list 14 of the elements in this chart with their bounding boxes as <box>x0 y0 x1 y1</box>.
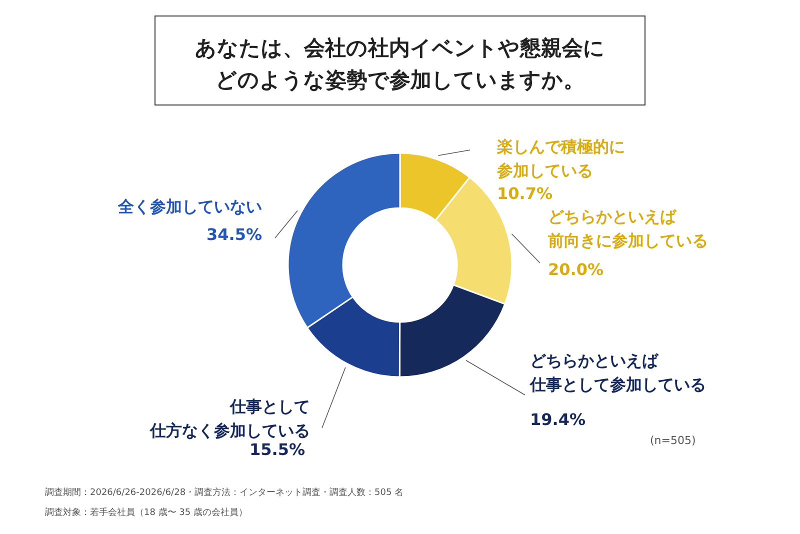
text: 調査対象：若手会社員（18 歳〜 35 歳の会社員） <box>45 507 248 518</box>
data-label: 19.4% <box>530 410 586 429</box>
text: (n=505) <box>650 434 696 447</box>
text: 調査期間：2026/6/26-2026/6/28・調査方法：インターネット調査・調査人数：505 名 <box>45 487 404 498</box>
data-label: 15.5% <box>249 440 305 459</box>
slice-label: どちらかといえば前向きに参加している <box>547 207 708 250</box>
data-label: 10.7% <box>497 184 553 203</box>
data-label: 34.5% <box>206 225 262 244</box>
chart-title: あなたは、会社の社内イベントや懇親会にどのような姿勢で参加していますか。 <box>195 36 605 92</box>
slice-label: 楽しんで積極的に参加している <box>496 137 625 180</box>
slice-label: 仕事として仕方なく参加している <box>149 397 310 440</box>
data-label: 20.0% <box>548 260 604 279</box>
slice-label: 全く参加していない <box>117 197 262 216</box>
slice-label: どちらかといえば仕事として参加している <box>529 351 706 394</box>
